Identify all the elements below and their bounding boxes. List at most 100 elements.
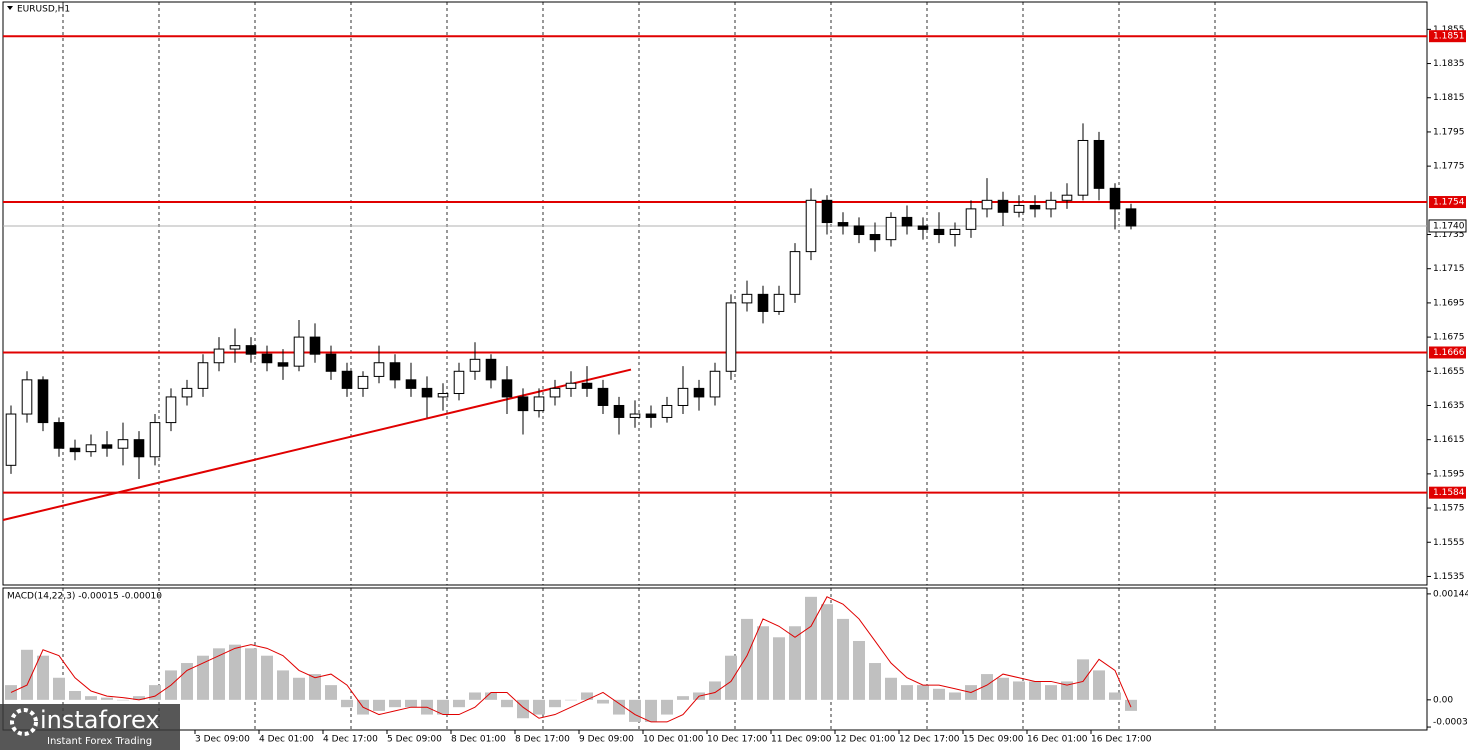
macd-bar bbox=[149, 685, 161, 700]
macd-bar bbox=[325, 685, 337, 700]
candle-body bbox=[789, 251, 801, 295]
macd-bar bbox=[533, 699, 545, 715]
macd-bar bbox=[677, 696, 689, 700]
y-tick-label: 1.1615 bbox=[1433, 435, 1465, 445]
candle-body bbox=[21, 379, 33, 415]
y-tick-label: 1.1675 bbox=[1433, 333, 1465, 343]
macd-bar bbox=[933, 688, 945, 700]
macd-bar bbox=[821, 604, 833, 700]
last-price-label: 1.1740 bbox=[1433, 221, 1465, 231]
macd-bar bbox=[373, 699, 385, 711]
candle-body bbox=[181, 387, 193, 398]
logo-icon bbox=[10, 708, 38, 736]
candle-body bbox=[1093, 139, 1105, 189]
candle-body bbox=[885, 216, 897, 241]
candle-body bbox=[485, 358, 497, 381]
macd-bar bbox=[341, 699, 353, 708]
macd-bar bbox=[69, 691, 81, 700]
y-tick-label: 1.1595 bbox=[1433, 469, 1465, 479]
macd-bar bbox=[389, 699, 401, 708]
macd-bar bbox=[725, 655, 737, 700]
candle-body bbox=[501, 379, 513, 398]
macd-bar bbox=[133, 696, 145, 700]
macd-bar bbox=[949, 692, 961, 700]
y-tick-label: 1.1815 bbox=[1433, 93, 1465, 103]
x-tick-label: 9 Dec 09:00 bbox=[579, 735, 634, 745]
y-tick-label: 0.00144 bbox=[1433, 590, 1468, 600]
candle-body bbox=[549, 387, 561, 398]
macd-bar bbox=[261, 655, 273, 700]
x-tick-label: 5 Dec 09:00 bbox=[387, 735, 442, 745]
y-tick-label: 1.1835 bbox=[1433, 59, 1465, 69]
macd-bar bbox=[293, 677, 305, 700]
candle-body bbox=[309, 336, 321, 355]
candle-body bbox=[421, 387, 433, 398]
candle-body bbox=[901, 216, 913, 227]
macd-bar bbox=[501, 699, 513, 708]
x-tick-label: 12 Dec 17:00 bbox=[899, 735, 960, 745]
candle-body bbox=[261, 353, 273, 364]
last-price-box bbox=[1428, 219, 1467, 233]
x-tick-label: 12 Dec 01:00 bbox=[835, 735, 896, 745]
x-tick-label: 16 Dec 01:00 bbox=[1027, 735, 1088, 745]
y-tick-label: 1.1855 bbox=[1433, 25, 1465, 35]
macd-bar bbox=[661, 699, 673, 715]
candle-body bbox=[197, 362, 209, 389]
macd-bar bbox=[85, 696, 97, 700]
macd-bar bbox=[1045, 685, 1057, 700]
x-tick-label: 4 Dec 17:00 bbox=[323, 735, 378, 745]
macd-bar bbox=[645, 699, 657, 722]
candle-body bbox=[85, 444, 97, 453]
macd-bar bbox=[181, 663, 193, 700]
macd-bar bbox=[869, 663, 881, 700]
candle-body bbox=[997, 199, 1009, 213]
y-tick-label: 1.1795 bbox=[1433, 127, 1465, 137]
macd-bar bbox=[1061, 681, 1073, 700]
candle-body bbox=[389, 362, 401, 381]
level-label: 1.1666 bbox=[1433, 348, 1465, 358]
macd-bar bbox=[405, 699, 417, 708]
candle-body bbox=[949, 228, 961, 236]
candle-body bbox=[117, 439, 129, 449]
candle-body bbox=[53, 422, 65, 449]
macd-bar bbox=[1077, 659, 1089, 700]
candle-body bbox=[517, 396, 529, 412]
macd-bar bbox=[981, 674, 993, 700]
level-label: 1.1851 bbox=[1433, 32, 1465, 42]
logo: instaforex Instant Forex Trading bbox=[0, 704, 180, 750]
candle-body bbox=[741, 293, 753, 304]
level-label-box bbox=[1429, 486, 1466, 499]
macd-bar bbox=[741, 618, 753, 700]
candle-body bbox=[245, 345, 257, 355]
macd-bar bbox=[117, 699, 129, 701]
candle-body bbox=[725, 302, 737, 372]
logo-box bbox=[0, 704, 180, 750]
macd-bar bbox=[837, 618, 849, 700]
candle-body bbox=[773, 293, 785, 312]
macd-bar bbox=[997, 677, 1009, 700]
logo-name: instaforex bbox=[40, 706, 160, 734]
candle-body bbox=[165, 396, 177, 424]
y-tick-label: 1.1655 bbox=[1433, 367, 1465, 377]
chart-title: EURUSD,H1 bbox=[17, 5, 70, 15]
macd-bar bbox=[101, 697, 113, 700]
candle-body bbox=[1061, 194, 1073, 201]
candle-body bbox=[869, 234, 881, 241]
candle-body bbox=[341, 370, 353, 389]
menu-arrow bbox=[7, 6, 13, 10]
macd-bar bbox=[277, 670, 289, 700]
level-label-box bbox=[1429, 30, 1466, 43]
candle-body bbox=[533, 396, 545, 412]
signal-line bbox=[10, 596, 1132, 723]
macd-bar bbox=[53, 677, 65, 700]
candle-body bbox=[1045, 199, 1057, 210]
x-tick-label: 10 Dec 17:00 bbox=[707, 735, 768, 745]
candle-body bbox=[405, 379, 417, 389]
macd-bar bbox=[1109, 692, 1121, 700]
y-tick-label: -0.00037 bbox=[1433, 718, 1468, 728]
macd-bar bbox=[437, 699, 449, 715]
level-label: 1.1584 bbox=[1433, 488, 1465, 498]
candle-body bbox=[37, 379, 49, 424]
